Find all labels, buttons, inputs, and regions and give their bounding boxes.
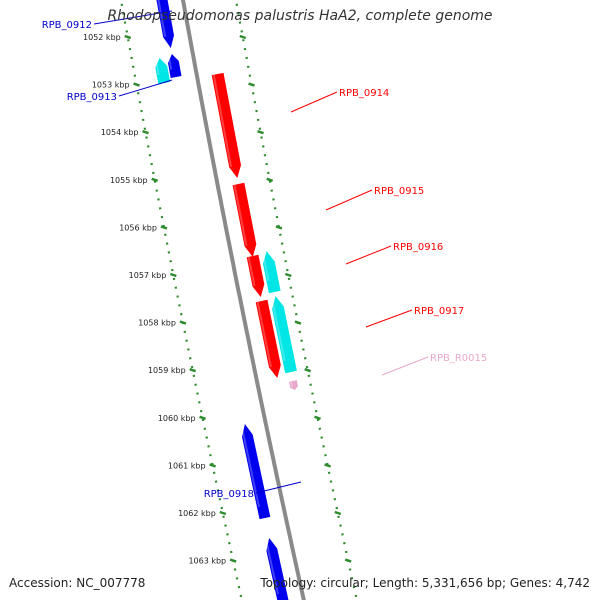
tick-label: 1062 kbp	[178, 509, 216, 518]
gene-RPB_0917-rna-shading	[270, 296, 286, 362]
leader-line-RPB_0913	[118, 79, 173, 97]
tick-label: 1060 kbp	[158, 414, 196, 423]
leader-line-RPB_0914	[290, 91, 338, 113]
gene-RPB_0913-rna-shading	[154, 58, 160, 76]
leader-line-RPB_R0015	[381, 356, 429, 376]
genome-backbone	[180, 0, 306, 600]
accession-label: Accession: NC_007778	[9, 576, 146, 590]
tick-label: 1053 kbp	[92, 81, 130, 90]
leader-line-RPB_0917	[365, 309, 413, 328]
gene-RPB_0914	[211, 72, 241, 178]
outer-major-tick	[314, 415, 321, 420]
inner-major-tick	[179, 320, 187, 325]
outer-major-tick	[266, 177, 274, 182]
tick-label: 1054 kbp	[101, 128, 139, 137]
inner-major-tick	[133, 82, 140, 87]
gene-RPB_0912-shading	[157, 0, 167, 37]
gene-label-RPB_0913: RPB_0913	[67, 92, 117, 103]
outer-major-tick	[334, 510, 342, 516]
gene-RPB_0913-rna	[155, 58, 171, 85]
gene-RPB_0915	[232, 182, 257, 257]
tick-label: 1056 kbp	[119, 223, 157, 232]
leader-line-RPB_0916	[345, 245, 392, 265]
leader-line-RPB_0912	[93, 10, 173, 25]
genome-title: Rhodopseudomonas palustris HaA2, complet…	[107, 8, 493, 24]
gene-label-RPB_0916: RPB_0916	[393, 242, 443, 253]
leader-line-RPB_0918	[255, 481, 302, 494]
inner-major-tick	[169, 272, 177, 278]
outer-major-tick	[294, 320, 302, 325]
gene-RPB_R0015	[289, 380, 298, 390]
tick-label: 1055 kbp	[110, 176, 148, 185]
inner-major-tick	[219, 510, 227, 516]
outer-major-tick	[324, 463, 331, 468]
inner-major-tick	[151, 177, 159, 182]
inner-major-tick	[199, 415, 206, 420]
gene-RPB_0916-shading	[247, 256, 256, 287]
gene-RPB_R0015-shading	[289, 381, 294, 388]
outer-major-tick	[304, 368, 312, 373]
outer-major-tick	[275, 225, 283, 230]
gene-RPB_0912	[156, 0, 174, 48]
tick-label: 1061 kbp	[168, 461, 206, 470]
inner-major-tick	[160, 225, 168, 230]
leader-line-RPB_0915	[325, 189, 373, 211]
gene-RPB_0917	[255, 299, 281, 378]
gene-RPB_0913-arrow	[168, 54, 182, 78]
outer-major-tick	[284, 272, 292, 278]
outer-major-tick	[257, 130, 264, 135]
gene-RPB_0914-shading	[212, 74, 233, 168]
tick-label: 1059 kbp	[148, 366, 186, 375]
tick-label: 1052 kbp	[83, 33, 121, 42]
tick-label: 1057 kbp	[129, 271, 167, 280]
gene-RPB_0915-shading	[233, 184, 248, 247]
gene-RPB_0916	[246, 254, 265, 297]
outer-major-tick	[248, 82, 255, 87]
gene-RPB_0919-partial	[266, 538, 289, 600]
gene-RPB_0918	[242, 424, 271, 520]
genome-summary: Topology: circular; Length: 5,331,656 bp…	[260, 576, 590, 590]
tick-label: 1063 kbp	[188, 557, 226, 566]
gene-label-RPB_0912: RPB_0912	[42, 20, 92, 31]
gene-RPB_0917-rna	[272, 296, 297, 374]
gene-RPB_0919-partial-shading	[264, 538, 279, 595]
gene-label-RPB_0915: RPB_0915	[374, 186, 424, 197]
outer-major-tick	[344, 558, 352, 563]
gene-label-RPB_0917: RPB_0917	[414, 306, 464, 317]
inner-major-tick	[124, 34, 132, 40]
gene-label-RPB_0918: RPB_0918	[204, 489, 254, 500]
gene-RPB_0913-arrow-shading	[167, 54, 173, 70]
inner-major-tick	[209, 463, 216, 468]
gene-RPB_0917-shading	[256, 301, 272, 368]
inner-major-tick	[189, 368, 197, 373]
gene-RPB_0918-shading	[240, 424, 260, 508]
tick-label: 1058 kbp	[138, 319, 176, 328]
gene-label-RPB_0914: RPB_0914	[339, 88, 389, 99]
outer-major-tick	[239, 34, 247, 40]
gene-RPB_0916-rna-shading	[261, 251, 270, 282]
inner-major-tick	[142, 130, 149, 135]
gene-RPB_0916-rna	[263, 251, 281, 294]
gene-label-RPB_R0015: RPB_R0015	[430, 353, 487, 364]
inner-major-tick	[229, 558, 237, 563]
